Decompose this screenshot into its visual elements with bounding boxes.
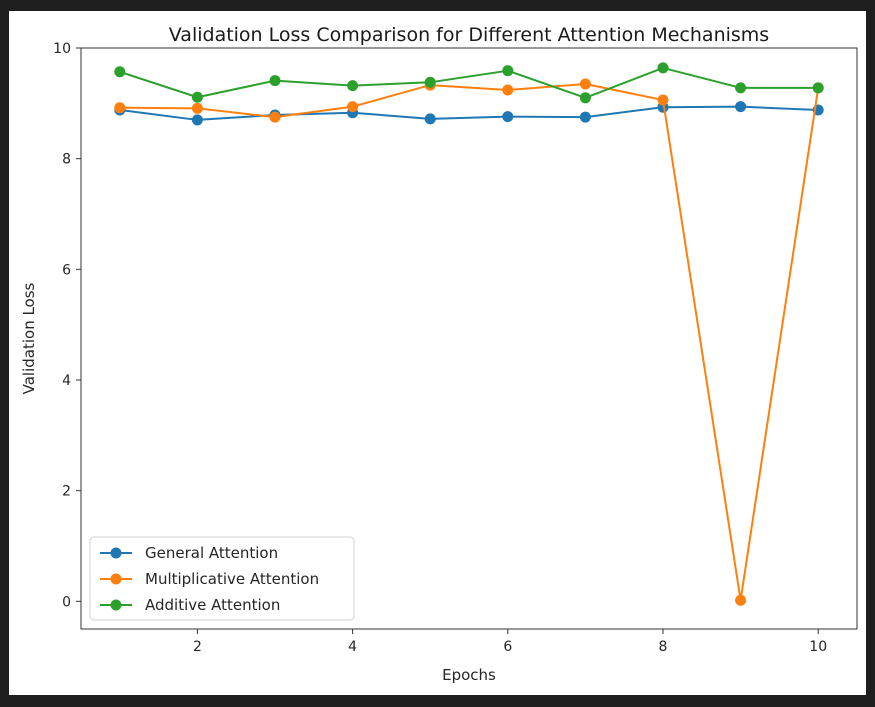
series-3 — [114, 62, 824, 104]
data-point — [502, 84, 514, 96]
y-tick-label: 8 — [62, 152, 71, 168]
y-tick-label: 6 — [62, 262, 71, 278]
chart-canvas: Validation Loss Comparison for Different… — [20, 24, 858, 684]
data-point — [579, 92, 591, 104]
data-point — [114, 66, 126, 78]
legend-marker — [110, 599, 122, 611]
series-1 — [114, 101, 824, 126]
data-point — [735, 101, 747, 113]
y-tick-label: 0 — [62, 594, 71, 610]
y-axis-title: Validation Loss — [20, 282, 38, 394]
y-tick-label: 4 — [62, 373, 71, 389]
x-tick-label: 10 — [809, 639, 827, 655]
data-point — [269, 111, 281, 123]
legend-label: Additive Attention — [145, 596, 280, 614]
series-line — [119, 105, 819, 121]
x-tick-label: 4 — [348, 639, 357, 655]
x-tick-label: 2 — [193, 639, 202, 655]
x-tick-label: 6 — [503, 639, 512, 655]
x-axis: 2 4 6 8 10 — [193, 629, 827, 655]
x-tick-label: 8 — [659, 639, 668, 655]
series-2 — [114, 78, 824, 606]
legend-item: Multiplicative Attention — [100, 570, 319, 588]
legend-frame — [89, 536, 355, 621]
data-point — [114, 102, 126, 114]
data-point — [347, 101, 359, 113]
data-point — [191, 114, 203, 126]
y-tick-label: 10 — [53, 41, 71, 57]
data-point — [812, 82, 824, 94]
data-point — [347, 80, 359, 92]
legend: General Attention Multiplicative Attentio… — [89, 536, 355, 621]
data-point — [735, 82, 747, 94]
legend-label: General Attention — [145, 544, 278, 562]
data-point — [735, 594, 747, 606]
series-line — [119, 82, 820, 602]
data-point — [657, 62, 669, 74]
plot-area — [80, 47, 858, 630]
legend-marker — [110, 573, 122, 585]
chart-title: Validation Loss Comparison for Different… — [169, 24, 769, 46]
y-tick-label: 2 — [62, 484, 71, 500]
y-axis: 0 2 4 6 8 10 — [53, 41, 81, 610]
data-point — [191, 102, 203, 114]
legend-marker — [110, 547, 122, 559]
data-point — [191, 91, 203, 103]
chart-figure: Validation Loss Comparison for Different… — [9, 11, 866, 695]
legend-item: Additive Attention — [100, 596, 280, 614]
legend-label: Multiplicative Attention — [145, 570, 319, 588]
data-point — [657, 94, 669, 106]
data-point — [424, 76, 436, 88]
x-axis-title: Epochs — [442, 666, 496, 684]
legend-item: General Attention — [100, 544, 278, 562]
data-point — [424, 113, 436, 125]
data-point — [579, 78, 591, 90]
series-layer — [114, 62, 824, 606]
data-point — [502, 65, 514, 77]
series-line — [119, 66, 819, 99]
data-point — [269, 75, 281, 87]
data-point — [579, 111, 591, 123]
data-point — [502, 111, 514, 123]
